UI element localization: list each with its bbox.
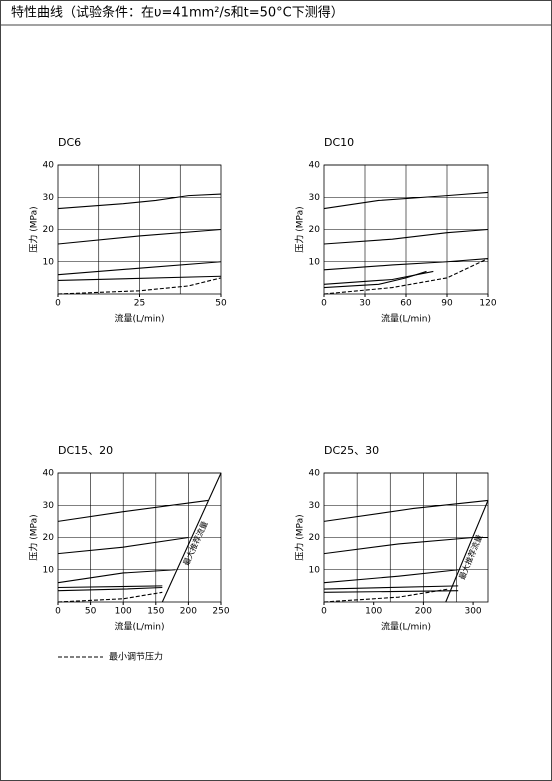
x-tick-label: 90 (441, 299, 453, 309)
series-line (57, 499, 209, 522)
series-line (57, 585, 163, 589)
series-line (57, 586, 163, 592)
x-tick-label: 60 (400, 299, 412, 309)
x-tick-label: 50 (85, 607, 97, 617)
x-tick-label: 120 (479, 299, 496, 309)
x-tick-label: 100 (115, 607, 132, 617)
x-tick-label: 30 (359, 299, 371, 309)
series-line (57, 228, 222, 245)
series-line (323, 536, 488, 555)
x-tick-label: 100 (365, 607, 382, 617)
series-line (323, 228, 489, 245)
y-axis-label: 压力 (MPa) (28, 514, 40, 560)
y-tick-label: 20 (43, 533, 55, 543)
x-tick-label: 250 (212, 607, 229, 617)
x-tick-label: 300 (464, 607, 481, 617)
series-line (323, 585, 459, 590)
series-line (323, 257, 489, 271)
y-axis-label: 压力 (MPa) (28, 206, 40, 252)
y-tick-label: 20 (309, 225, 321, 235)
series-line (323, 258, 489, 295)
series-line (57, 591, 163, 603)
x-axis-label: 流量(L/min) (381, 621, 431, 633)
series-line (323, 270, 434, 285)
series-line (57, 569, 176, 584)
series-line (57, 275, 222, 282)
y-tick-label: 40 (309, 161, 321, 171)
x-axis-label: 流量(L/min) (114, 313, 164, 325)
x-tick-label: 0 (321, 299, 327, 309)
y-tick-label: 30 (43, 193, 55, 203)
annotation: 最大推荐流量 (181, 519, 210, 567)
y-tick-label: 30 (43, 501, 55, 511)
y-tick-label: 40 (43, 161, 55, 171)
chart-title: DC10 (324, 136, 354, 149)
series-line (161, 472, 222, 603)
x-tick-label: 0 (55, 299, 61, 309)
x-tick-label: 150 (147, 607, 164, 617)
annotation: 最大推荐流量 (457, 533, 485, 581)
y-tick-label: 40 (43, 469, 55, 479)
series-line (323, 499, 489, 522)
chart-title: DC25、30 (324, 444, 379, 457)
y-axis-label: 压力 (MPa) (294, 514, 306, 560)
y-tick-label: 30 (309, 193, 321, 203)
series-line (57, 261, 222, 276)
series-line (323, 588, 449, 603)
x-tick-label: 0 (321, 607, 327, 617)
series-line (57, 193, 222, 210)
legend-label: 最小调节压力 (109, 651, 163, 663)
x-axis-label: 流量(L/min) (381, 313, 431, 325)
y-tick-label: 10 (309, 565, 321, 575)
series-line (323, 590, 459, 593)
x-tick-label: 200 (415, 607, 432, 617)
plot-frame (57, 472, 222, 603)
y-tick-label: 30 (309, 501, 321, 511)
y-tick-label: 20 (309, 533, 321, 543)
y-tick-label: 10 (309, 257, 321, 267)
series-line (57, 277, 222, 295)
y-tick-label: 10 (43, 565, 55, 575)
y-axis-label: 压力 (MPa) (294, 206, 306, 252)
y-tick-label: 10 (43, 257, 55, 267)
series-line (323, 569, 459, 584)
chart-title: DC6 (58, 136, 81, 149)
x-tick-label: 25 (134, 299, 145, 309)
chart-title: DC15、20 (58, 444, 113, 457)
x-axis-label: 流量(L/min) (114, 621, 164, 633)
series-line (57, 536, 189, 555)
series-line (323, 191, 489, 210)
y-tick-label: 40 (309, 469, 321, 479)
x-tick-label: 200 (180, 607, 197, 617)
x-tick-label: 0 (55, 607, 61, 617)
x-tick-label: 50 (215, 299, 227, 309)
page-title: 特性曲线（试验条件：在υ=41mm²/s和t=50°C下测得） (11, 5, 344, 21)
series-line (323, 270, 427, 289)
series-line (445, 500, 489, 603)
y-tick-label: 20 (43, 225, 55, 235)
